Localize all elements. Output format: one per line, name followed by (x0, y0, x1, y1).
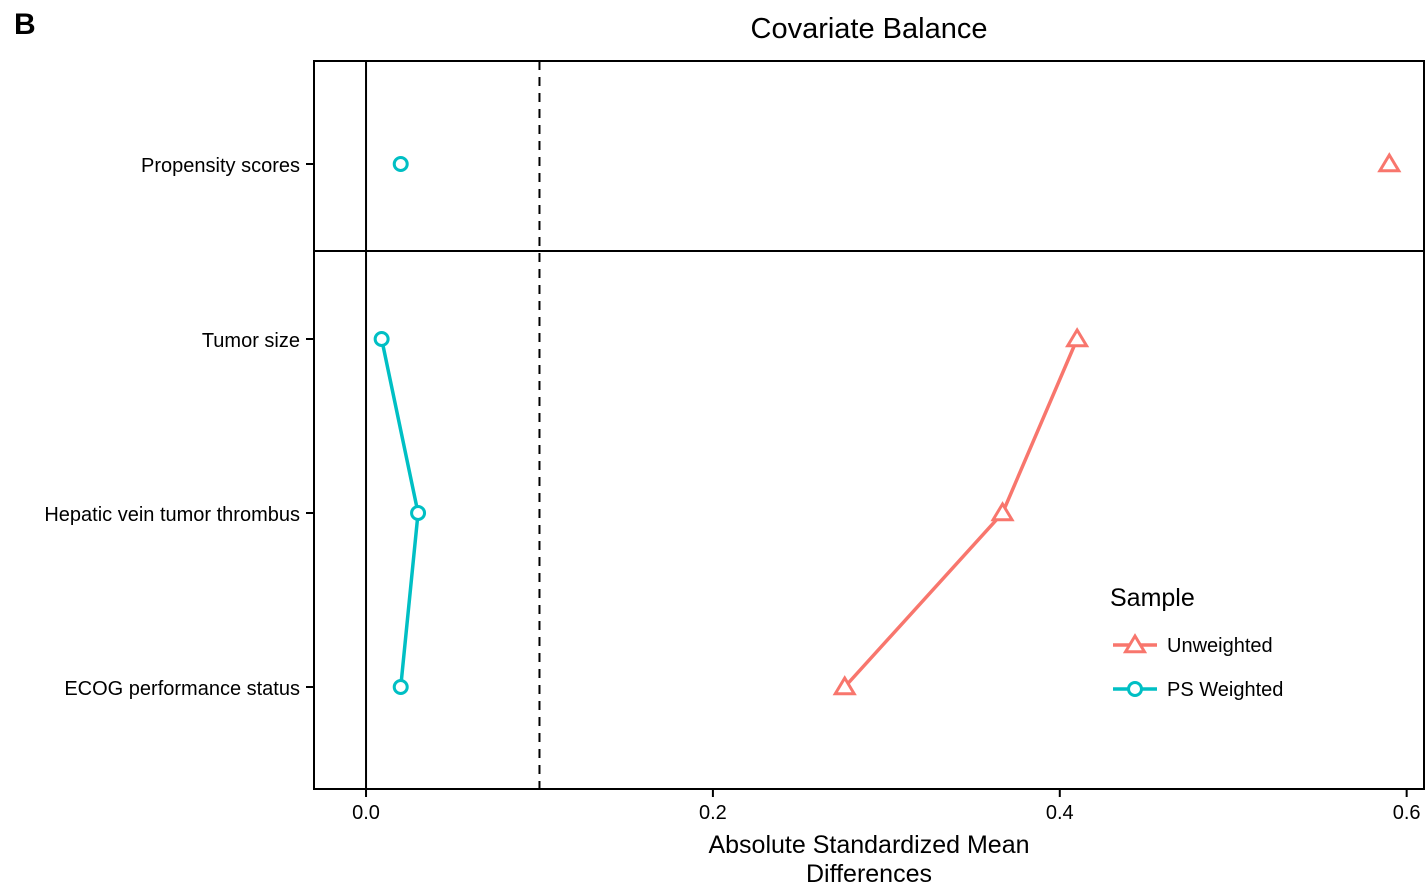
legend: Sample Unweighted PS Weighted (1110, 584, 1283, 701)
series-unweighted (832, 152, 1402, 696)
legend-label: Unweighted (1167, 635, 1273, 657)
x-axis-label-line-1: Absolute Standardized Mean (708, 831, 1029, 859)
series-line (843, 338, 1079, 689)
legend-title: Sample (1110, 584, 1195, 612)
chart-title: Covariate Balance (751, 13, 988, 45)
x-axis: 0.0 0.2 0.4 0.6 (352, 789, 1421, 824)
x-tick-label: 0.4 (1046, 802, 1074, 824)
y-tick-label: ECOG performance status (64, 678, 300, 700)
y-tick-label: Hepatic vein tumor thrombus (44, 504, 300, 526)
legend-key-marker (1122, 633, 1148, 654)
y-tick-label: Tumor size (202, 330, 300, 352)
x-tick-label: 0.2 (699, 802, 727, 824)
x-tick-label: 0.0 (352, 802, 380, 824)
data-point (990, 501, 1015, 522)
data-point (832, 675, 857, 696)
legend-label: PS Weighted (1167, 679, 1283, 701)
data-point (392, 679, 409, 695)
data-point (392, 156, 409, 172)
legend-key-marker (1127, 681, 1143, 697)
x-tick-label: 0.6 (1393, 802, 1421, 824)
y-tick-label: Propensity scores (141, 155, 300, 177)
data-point (373, 331, 390, 347)
data-point (1065, 327, 1090, 348)
data-point (410, 505, 427, 521)
plot-panel (313, 60, 1425, 790)
data-point (1377, 152, 1402, 173)
series-layer (373, 152, 1402, 696)
series-ps-weighted (373, 156, 427, 695)
panel-letter: B (14, 8, 36, 41)
x-axis-label-line-2: Differences (806, 860, 932, 888)
y-axis: Propensity scores Tumor size Hepatic vein … (44, 155, 314, 700)
